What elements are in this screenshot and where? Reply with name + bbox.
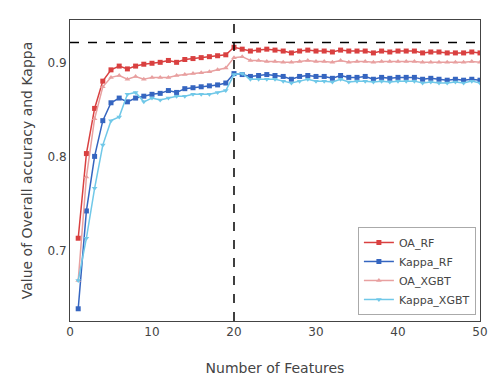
- svg-text:10: 10: [144, 325, 159, 339]
- svg-text:Kappa_RF: Kappa_RF: [399, 256, 453, 269]
- svg-text:0: 0: [66, 325, 74, 339]
- svg-text:Number of Features: Number of Features: [206, 360, 345, 376]
- svg-text:OA_XGBT: OA_XGBT: [399, 275, 451, 288]
- svg-text:0.9: 0.9: [48, 56, 67, 70]
- svg-text:0.7: 0.7: [48, 244, 67, 258]
- svg-text:30: 30: [308, 325, 323, 339]
- svg-text:Value of Overall accuracy and: Value of Overall accuracy and Kappa: [19, 42, 35, 300]
- svg-text:40: 40: [390, 325, 405, 339]
- svg-text:20: 20: [226, 325, 241, 339]
- svg-text:0.8: 0.8: [48, 150, 67, 164]
- svg-text:Kappa_XGBT: Kappa_XGBT: [399, 294, 470, 307]
- svg-text:OA_RF: OA_RF: [399, 237, 434, 250]
- svg-text:50: 50: [472, 325, 487, 339]
